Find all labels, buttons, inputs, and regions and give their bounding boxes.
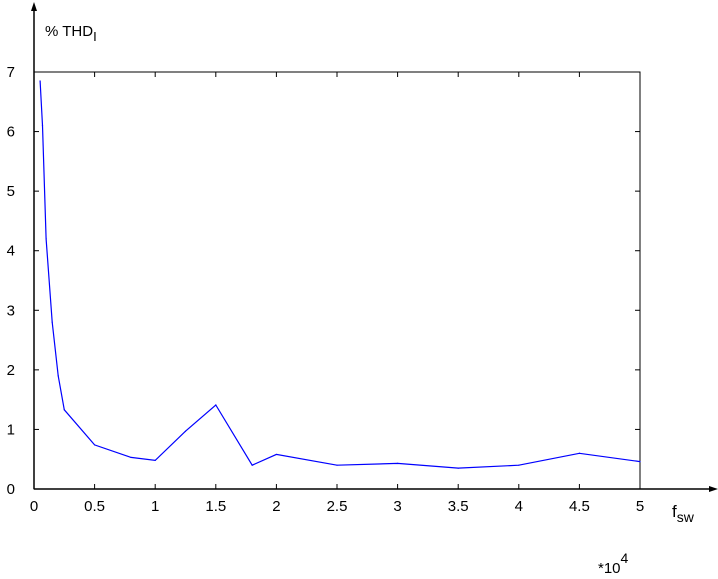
data-point xyxy=(215,404,217,406)
data-point xyxy=(130,456,132,459)
y-tick-label: 6 xyxy=(7,124,15,141)
x-tick-label: 3 xyxy=(393,498,401,515)
y-tick-label: 7 xyxy=(7,64,15,81)
x-multiplier: *104 xyxy=(598,550,629,577)
x-tick-label: 1 xyxy=(151,498,159,515)
data-point xyxy=(94,444,96,446)
x-tick-label: 4.5 xyxy=(569,498,590,515)
data-point xyxy=(184,430,187,432)
y-tick-label: 0 xyxy=(7,481,15,498)
data-point xyxy=(336,464,338,466)
y-tick-label: 2 xyxy=(7,362,15,379)
data-point xyxy=(518,464,520,466)
x-tick-label: 1.5 xyxy=(205,498,226,515)
y-ticks: 0 1 2 3 4 5 6 7 xyxy=(7,64,640,498)
x-multiplier-base: *10 xyxy=(598,560,621,577)
data-point xyxy=(41,125,44,127)
x-ticks: 0 0.5 1 1.5 2 2.5 3 3.5 4 4.5 5 xyxy=(30,72,644,515)
data-point xyxy=(275,453,277,456)
y-tick-label: 4 xyxy=(7,243,15,260)
data-point xyxy=(578,452,581,454)
data-point xyxy=(251,464,253,466)
series-line-0 xyxy=(39,80,641,469)
y-axis-label: % THDI xyxy=(45,23,97,44)
data-point xyxy=(639,460,641,463)
y-tick-label: 3 xyxy=(7,302,15,319)
x-axis-label-subscript: sw xyxy=(677,509,695,525)
x-tick-label: 2.5 xyxy=(327,498,348,515)
data-point xyxy=(57,375,59,377)
y-tick-label: 1 xyxy=(7,421,15,438)
data-point xyxy=(63,409,65,411)
x-tick-label: 4 xyxy=(515,498,523,515)
x-tick-label: 3.5 xyxy=(448,498,469,515)
data-point xyxy=(51,321,53,323)
y-axis-label-subscript: I xyxy=(93,29,97,44)
x-multiplier-exponent: 4 xyxy=(621,550,629,566)
data-point xyxy=(39,80,41,82)
plot-frame xyxy=(33,71,641,490)
data-point xyxy=(457,467,459,469)
x-tick-label: 0 xyxy=(30,498,38,515)
x-axis-arrow-icon xyxy=(709,486,718,492)
x-tick-label: 2 xyxy=(272,498,280,515)
x-tick-label: 5 xyxy=(636,498,644,515)
x-axis-label: fsw xyxy=(672,502,695,525)
data-point xyxy=(397,462,399,464)
y-tick-label: 5 xyxy=(7,183,15,200)
y-axis-arrow-icon xyxy=(31,2,37,11)
data-point xyxy=(45,238,47,240)
x-tick-label: 0.5 xyxy=(84,498,105,515)
data-point xyxy=(154,459,156,462)
series-group xyxy=(39,80,641,469)
